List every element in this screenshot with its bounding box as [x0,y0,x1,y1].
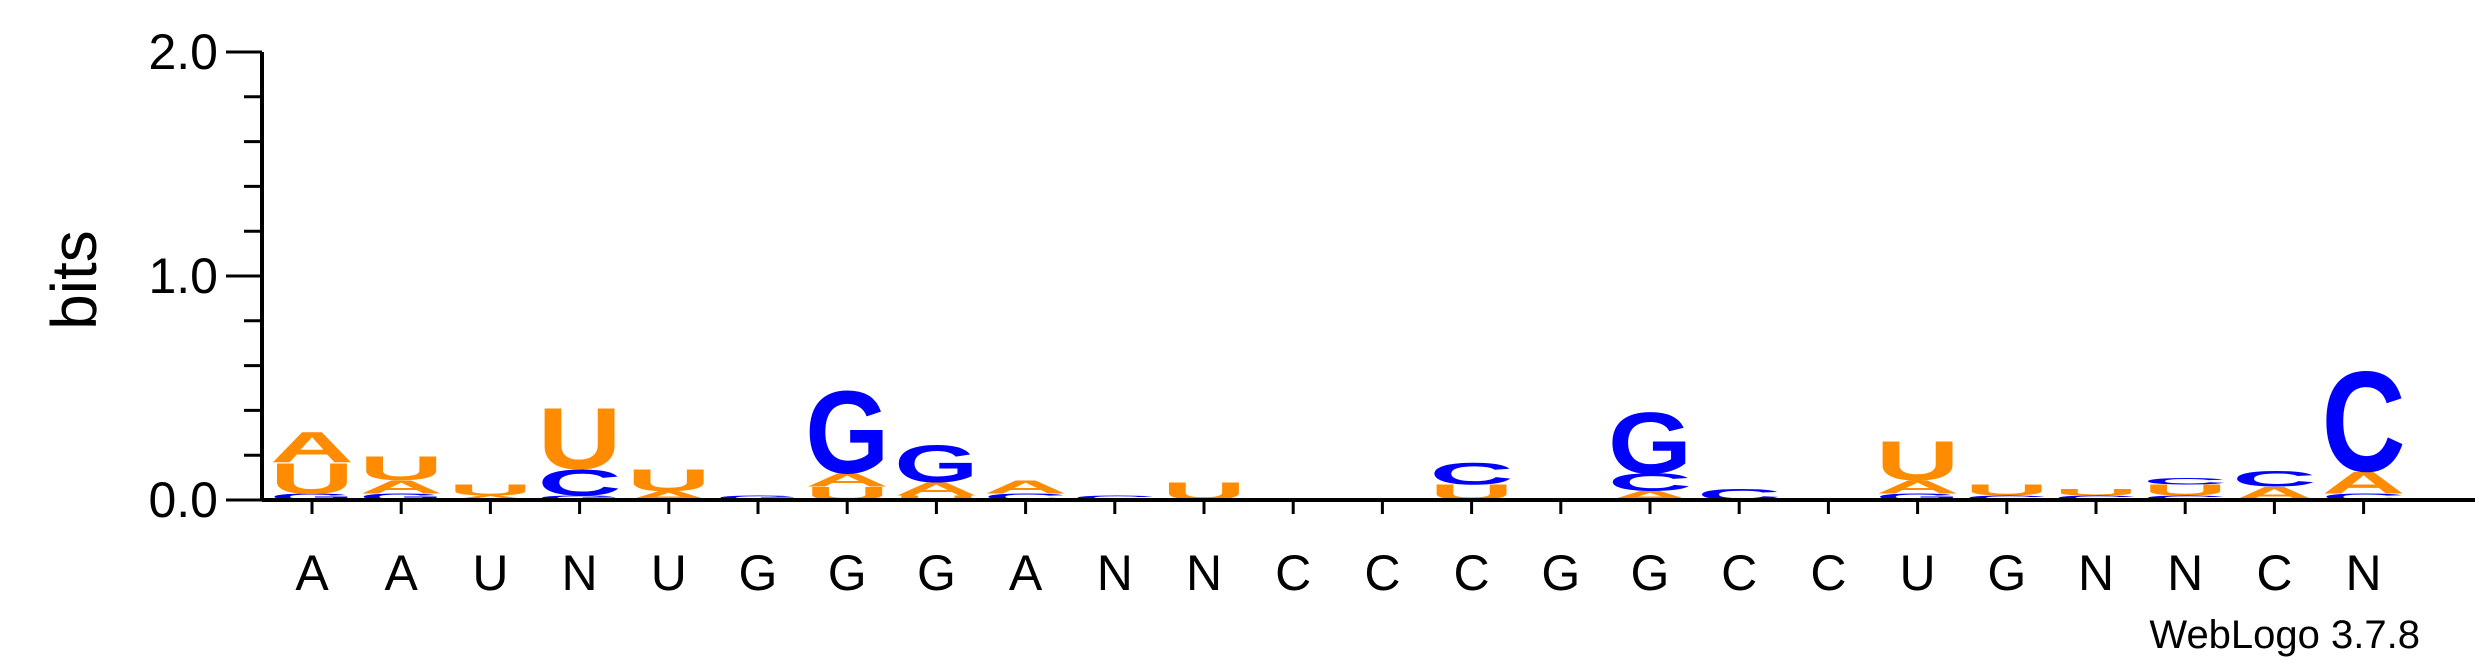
logo-letter-U: U [1965,482,2049,499]
logo-letter-A: A [2322,466,2406,501]
position-label: C [1721,545,1757,601]
position-label: A [295,545,329,601]
logo-letter-C: C [984,492,1068,502]
position-label: N [2167,545,2203,601]
y-axis-title: bits [38,230,110,330]
logo-letter-G: G [1876,492,1960,502]
position-label: C [1364,545,1400,601]
logo-letter-U: U [359,449,443,487]
logo-letter-U: U [894,494,978,501]
position-label: A [1009,545,1043,601]
logo-letter-A: A [894,479,978,500]
position-label: N [2078,545,2114,601]
logo-letter-G: G [805,366,889,498]
logo-letter-U: U [2054,487,2138,497]
logo-letter-C: C [538,462,622,503]
logo-letter-U: U [627,463,711,498]
position-label: N [2346,545,2382,601]
position-label: G [917,545,956,601]
position-label: C [2256,545,2292,601]
logo-letter-C: C [1073,494,1157,501]
position-label: A [385,545,419,601]
logo-letter-A: A [448,494,532,501]
logo-letter-G: G [359,492,443,502]
position-label: G [1541,545,1580,601]
position-label: U [651,545,687,601]
logo-letter-U: U [2143,482,2227,499]
position-label: C [1454,545,1490,601]
logo-letter-C: C [2322,492,2406,502]
position-label: N [562,545,598,601]
logo-letter-U: U [270,454,354,503]
position-label: U [1900,545,1936,601]
logo-letter-C: C [1965,494,2049,501]
position-label: U [472,545,508,601]
position-label: N [1186,545,1222,601]
position-label: G [828,545,867,601]
logo-letter-A: A [1876,476,1960,497]
y-axis: 0.0 1.0 2.0 [148,24,264,528]
logo-letter-U: U [1876,430,1960,492]
logo-letter-G: G [270,492,354,502]
logo-letter-G: G [716,494,800,501]
position-label: C [1275,545,1311,601]
y-tick-label: 0.0 [148,472,218,528]
logo-letter-G: G [894,435,978,494]
logo-letter-A: A [359,476,443,497]
position-label: N [1097,545,1133,601]
position-label: G [1987,545,2026,601]
logo-letter-A: A [984,476,1068,497]
logo-letter-G: G [538,494,622,501]
position-label: G [1631,545,1670,601]
logo-letter-C: C [1608,469,1692,497]
weblogo-credit: WebLogo 3.7.8 [2149,613,2420,657]
position-label: G [739,545,778,601]
logo-letter-U: U [448,482,532,499]
logo-letter-A: A [805,470,889,491]
logo-letter-A: A [270,422,354,471]
logo-letter-G: G [1608,394,1692,491]
logo-letter-C: C [2143,476,2227,486]
logo-letter-C: C [2322,342,2406,502]
logo-letter-C: C [2143,494,2227,501]
logo-letter-C: C [2232,467,2316,491]
y-tick-label: 1.0 [148,248,218,304]
y-tick-label: 2.0 [148,24,218,80]
position-label: C [1810,545,1846,601]
logo-letter-C: C [1430,457,1514,492]
logo-letter-U: U [538,390,622,487]
logo-letter-C: C [2054,494,2138,501]
